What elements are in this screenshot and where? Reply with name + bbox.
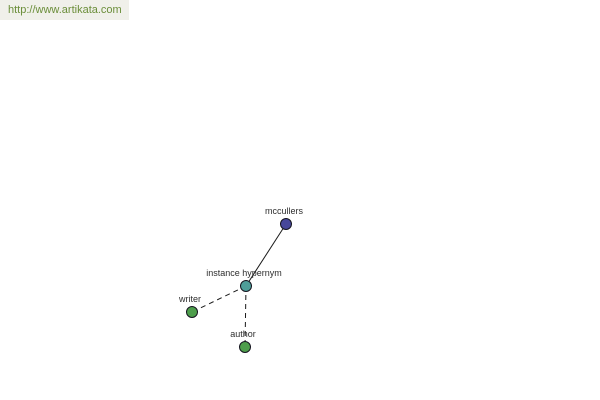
node-label-author: author — [230, 329, 256, 339]
graph-node-writer[interactable] — [186, 306, 198, 318]
node-label-mccullers: mccullers — [265, 206, 304, 216]
graph-edge-mccullers-instance-hypernym — [245, 223, 287, 287]
node-label-writer: writer — [178, 294, 201, 304]
graph-edge-instance-hypernym-writer — [191, 285, 247, 313]
graph-node-author[interactable] — [239, 341, 251, 353]
graph-edge-instance-hypernym-author — [244, 285, 247, 348]
node-label-instance-hypernym: instance hypernym — [206, 268, 282, 278]
url-bar: http://www.artikata.com — [0, 0, 129, 20]
graph-node-mccullers[interactable] — [280, 218, 292, 230]
graph-node-instance-hypernym[interactable] — [240, 280, 252, 292]
url-text: http://www.artikata.com — [8, 4, 122, 16]
